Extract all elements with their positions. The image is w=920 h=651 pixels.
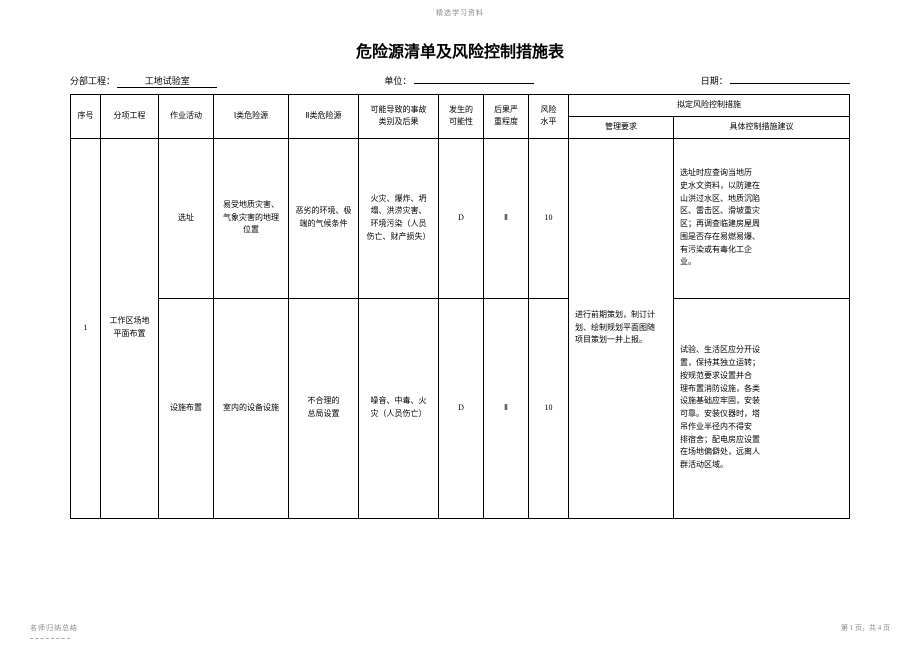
cell-activity: 选址 — [159, 138, 214, 298]
cell-result: 噪音、中毒、火灾（人员伤亡） — [359, 298, 439, 518]
th-severity: 后果严重程度 — [484, 95, 529, 139]
meta-date: 日期： — [701, 74, 850, 88]
division-label: 分部工程： — [70, 76, 115, 86]
cell-sub: 工作区场地平面布置 — [101, 138, 159, 518]
cell-hazard2: 不合理的总局设置 — [289, 298, 359, 518]
unit-value — [414, 83, 534, 84]
cell-risk-level: 10 — [529, 298, 569, 518]
cell-result: 火灾、爆炸、坍塌、洪涝灾害、环境污染（人员伤亡、财产损失） — [359, 138, 439, 298]
th-possibility: 发生的可能性 — [439, 95, 484, 139]
meta-unit: 单位： — [384, 74, 533, 88]
table-row: 设施布置 室内的设备设施 不合理的总局设置 噪音、中毒、火灾（人员伤亡） D Ⅱ… — [71, 298, 850, 518]
cell-activity: 设施布置 — [159, 298, 214, 518]
th-suggestion: 具体控制措施建议 — [674, 116, 850, 138]
meta-division: 分部工程： 工地试验室 — [70, 74, 217, 88]
cell-suggestion: 试验、生活区应分开设置，保持其独立运转；按规范要求设置并合理布置消防设施，各类设… — [674, 298, 850, 518]
cell-mgmt: 进行前期策划，制订计划、绘制规划平面图随项目策划一并上报。 — [569, 138, 674, 518]
cell-hazard2: 恶劣的环境、极端的气候条件 — [289, 138, 359, 298]
table-row: 1 工作区场地平面布置 选址 易受地质灾害、气象灾害的地理位置 恶劣的环境、极端… — [71, 138, 850, 298]
cell-severity: Ⅱ — [484, 138, 529, 298]
footer-underline — [30, 638, 70, 639]
th-risk-level: 风险水平 — [529, 95, 569, 139]
document-header-small: 精选学习资料 — [0, 0, 920, 18]
header-row-1: 序号 分项工程 作业活动 Ⅰ类危险源 Ⅱ类危险源 可能导致的事故类别及后果 发生… — [71, 95, 850, 117]
th-activity: 作业活动 — [159, 95, 214, 139]
th-sub: 分项工程 — [101, 95, 159, 139]
cell-seq: 1 — [71, 138, 101, 518]
th-hazard1: Ⅰ类危险源 — [214, 95, 289, 139]
table-container: 序号 分项工程 作业活动 Ⅰ类危险源 Ⅱ类危险源 可能导致的事故类别及后果 发生… — [0, 94, 920, 519]
cell-possibility: D — [439, 298, 484, 518]
risk-table: 序号 分项工程 作业活动 Ⅰ类危险源 Ⅱ类危险源 可能导致的事故类别及后果 发生… — [70, 94, 850, 519]
th-seq: 序号 — [71, 95, 101, 139]
date-label: 日期： — [701, 76, 728, 86]
meta-row: 分部工程： 工地试验室 单位： 日期： — [0, 74, 920, 94]
cell-severity: Ⅱ — [484, 298, 529, 518]
th-hazard2: Ⅱ类危险源 — [289, 95, 359, 139]
cell-hazard1: 易受地质灾害、气象灾害的地理位置 — [214, 138, 289, 298]
th-control-group: 拟定风险控制措施 — [569, 95, 850, 117]
cell-risk-level: 10 — [529, 138, 569, 298]
footer-left-text: 名师归纳总结 — [30, 624, 78, 632]
th-result: 可能导致的事故类别及后果 — [359, 95, 439, 139]
cell-hazard1: 室内的设备设施 — [214, 298, 289, 518]
footer-right: 第 1 页，共 4 页 — [841, 623, 890, 641]
cell-possibility: D — [439, 138, 484, 298]
document-title: 危险源清单及风险控制措施表 — [0, 38, 920, 62]
footer-left: 名师归纳总结 — [30, 623, 78, 641]
division-value: 工地试验室 — [117, 74, 217, 88]
cell-suggestion: 选址时应查询当地历史水文资料，以防建在山洪过水区、地质沉陷区、雷击区、滑坡重灾区… — [674, 138, 850, 298]
th-mgmt: 管理要求 — [569, 116, 674, 138]
date-value — [730, 83, 850, 84]
unit-label: 单位： — [384, 76, 411, 86]
footer: 名师归纳总结 第 1 页，共 4 页 — [0, 623, 920, 641]
